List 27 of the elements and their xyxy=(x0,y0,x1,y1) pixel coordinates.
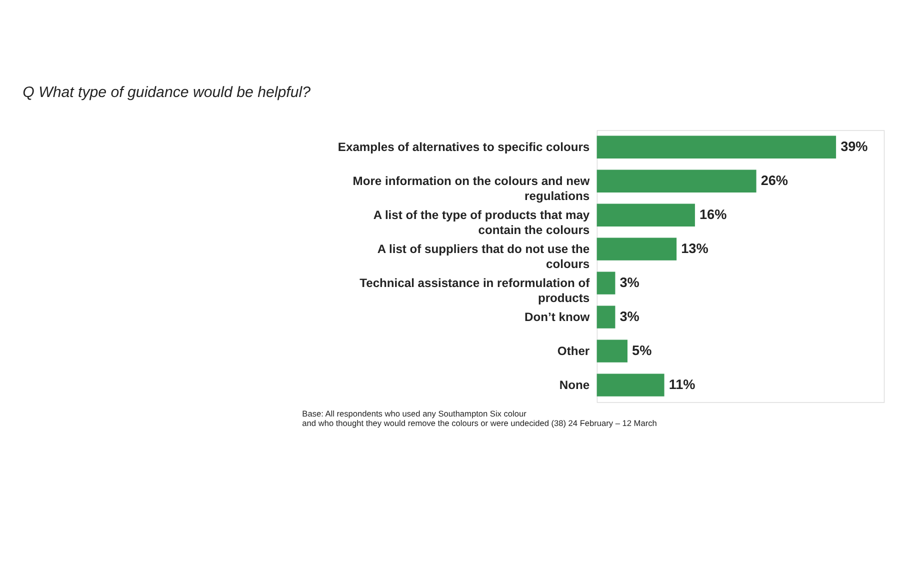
bar xyxy=(596,374,664,396)
data-label: 26% xyxy=(760,172,788,188)
data-label: 39% xyxy=(840,138,868,154)
text: Q What type of guidance would be helpful? xyxy=(22,84,312,101)
bar xyxy=(596,306,616,328)
bar xyxy=(596,204,695,226)
y-tick-label: A list of suppliers that do not use the colours xyxy=(377,242,590,271)
bar xyxy=(596,272,616,294)
bar xyxy=(596,340,628,362)
data-label: 3% xyxy=(620,308,640,324)
bar xyxy=(596,238,677,260)
y-tick-label: Examples of alternatives to specific colours xyxy=(338,140,590,154)
bar xyxy=(596,136,836,158)
text: and who thought they would remove the colours or were undecided (38) 24 February – 12 March xyxy=(302,418,658,428)
bar xyxy=(596,170,756,192)
data-label: 11% xyxy=(668,376,696,392)
data-label: 5% xyxy=(632,342,652,358)
y-tick-label: Don’t know xyxy=(524,310,590,324)
data-label: 13% xyxy=(681,240,708,256)
data-label: 3% xyxy=(620,274,640,290)
text: Base: All respondents who used any Southampton Six colour xyxy=(302,408,527,418)
y-tick-label: Other xyxy=(557,344,590,358)
y-tick-label: Technical assistance in reformulation of products xyxy=(360,276,591,305)
y-tick-label: None xyxy=(559,378,590,392)
data-label: 16% xyxy=(699,206,727,222)
y-tick-label: More information on the colours and new regulations xyxy=(352,174,590,203)
y-tick-label: A list of the type of products that may contain the colours xyxy=(373,208,590,237)
